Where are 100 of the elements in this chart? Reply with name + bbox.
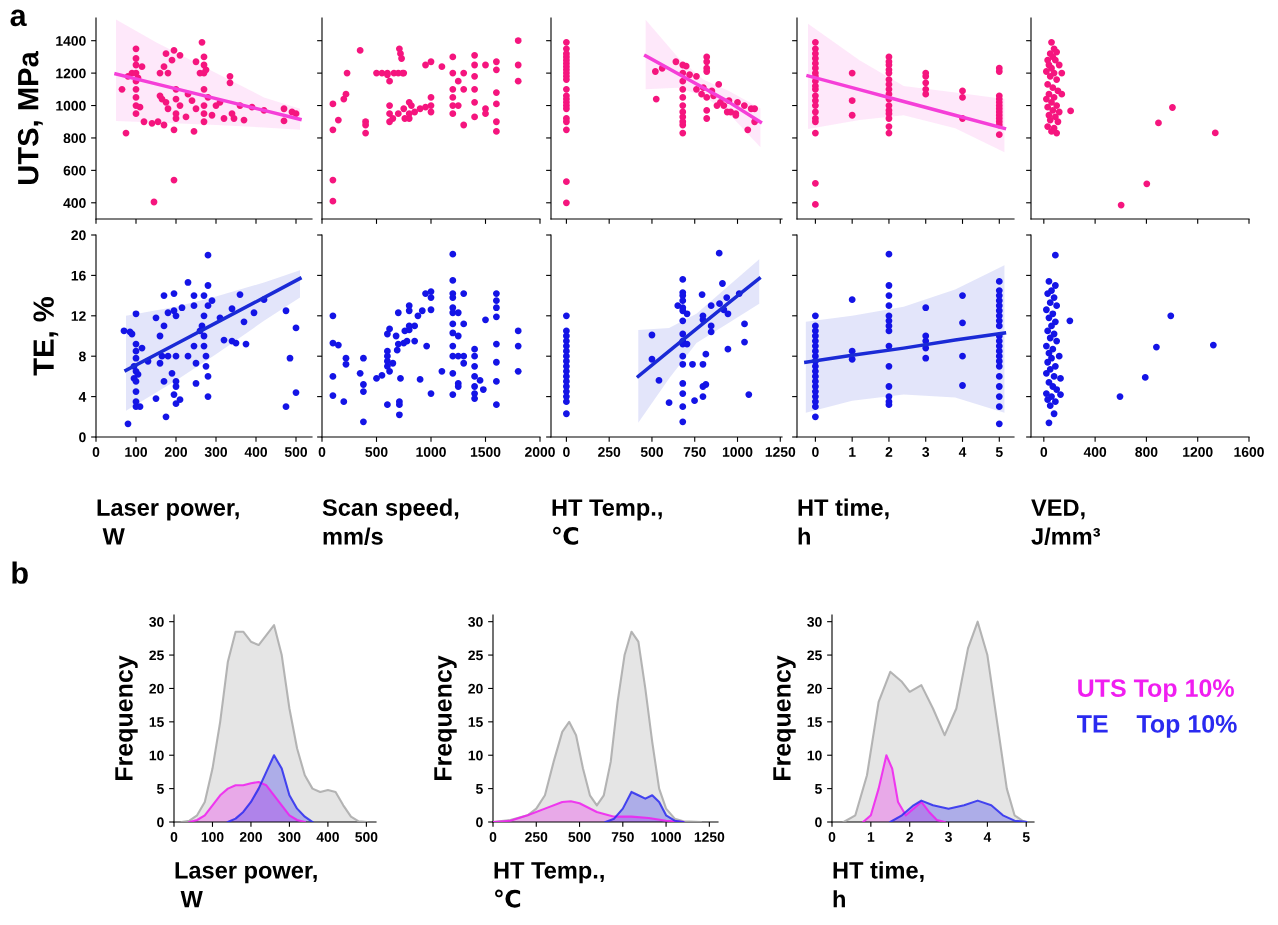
x-tick-label: 750 [683,447,706,457]
x-tick-label: 2 [885,447,893,457]
y-tick-label: 20 [149,683,164,694]
x-tick-label: 300 [204,447,228,457]
x-tick-label: 300 [278,832,301,842]
x-axis-title: Scan speed, mm/s [322,498,459,545]
x-tick-label: 1200 [1183,447,1213,457]
x-tick-label: 500 [355,832,378,842]
x-axis-title: Laser power, W [97,499,239,545]
point [885,123,893,131]
x-tick-label: 750 [611,832,634,842]
y-tick-label: 1200 [56,68,86,79]
point [1058,69,1066,77]
point [811,102,819,109]
point [1046,334,1054,342]
x-axis-title: VED, J/mm³ [1031,499,1101,545]
text: TE Top 10% [1076,715,1237,738]
y-tick-label: 15 [149,717,164,728]
point [1051,398,1059,406]
point [1057,375,1064,382]
point [1209,341,1217,349]
point [811,201,819,208]
point [1054,118,1062,126]
x-tick-label: 2 [906,832,913,842]
point [1044,103,1052,111]
x-tick-label: 3 [922,447,930,457]
point [1055,352,1063,360]
point [1116,393,1124,400]
x-tick-label: 200 [239,832,262,842]
point [1067,107,1075,115]
point [922,79,930,87]
y-tick-label: 10 [468,750,483,761]
point [811,179,819,187]
x-tick-label: 200 [164,447,188,457]
point [1058,90,1066,98]
point [1049,310,1057,318]
point [1042,68,1050,75]
x-tick-label: 4 [983,832,992,842]
point [1053,102,1061,109]
x-tick-label: 0 [1040,447,1048,457]
text: UTS Top 10% [1078,679,1234,702]
point [1057,391,1064,398]
y-tick-label: 25 [468,650,483,661]
y-tick-label: 0 [79,432,86,443]
x-tick-label: 0 [170,832,178,842]
x-tick-label: 1000 [651,832,681,842]
x-tick-label: 5 [995,447,1003,457]
x-tick-label: 250 [598,447,621,457]
point [1051,282,1059,289]
x-tick-label: 500 [640,447,663,457]
y-axis-title: UTS, MPa [17,51,43,184]
point [1044,81,1052,88]
point [1211,129,1219,137]
y-tick-label: 5 [814,784,822,794]
point [885,115,893,122]
text: b [12,561,28,584]
y-tick-label: 0 [815,817,822,828]
point [1044,396,1052,404]
point [1042,306,1050,314]
point [1053,76,1061,83]
point [1141,374,1149,381]
point [1050,294,1058,302]
x-tick-label: 0 [563,447,570,457]
x-tick-label: 1000 [416,447,446,457]
line-series [124,276,302,373]
point [1044,123,1052,131]
y-tick-label: 400 [63,198,86,208]
x-tick-label: 250 [525,832,548,842]
x-tick-label: 1000 [722,447,753,457]
point [1044,290,1052,297]
point [1055,61,1063,69]
point [959,87,966,95]
text: a [10,9,27,27]
point [1048,38,1055,46]
point [1046,402,1054,410]
x-tick-label: 800 [1135,447,1158,457]
point [1167,312,1175,320]
y-tick-label: 8 [78,351,86,362]
x-tick-label: 500 [284,447,308,457]
point [1046,365,1054,373]
point [1050,410,1058,418]
point [1055,108,1063,116]
y-tick-label: 20 [468,683,483,694]
point [1042,95,1050,103]
x-axis-title: HT Temp., ℃ [552,499,662,545]
point [1045,278,1053,285]
x-tick-label: 100 [201,832,224,842]
point [811,118,819,126]
y-tick-label: 10 [149,750,164,761]
point [1155,119,1162,127]
point [1051,362,1059,370]
x-tick-label: 500 [365,447,388,457]
point [1042,369,1050,377]
x-tick-label: 0 [92,447,100,457]
point [922,90,930,98]
point [1143,180,1151,188]
y-tick-label: 15 [807,717,822,728]
point [1048,322,1055,330]
x-tick-label: 400 [316,832,339,842]
x-tick-label: 1 [849,447,856,457]
